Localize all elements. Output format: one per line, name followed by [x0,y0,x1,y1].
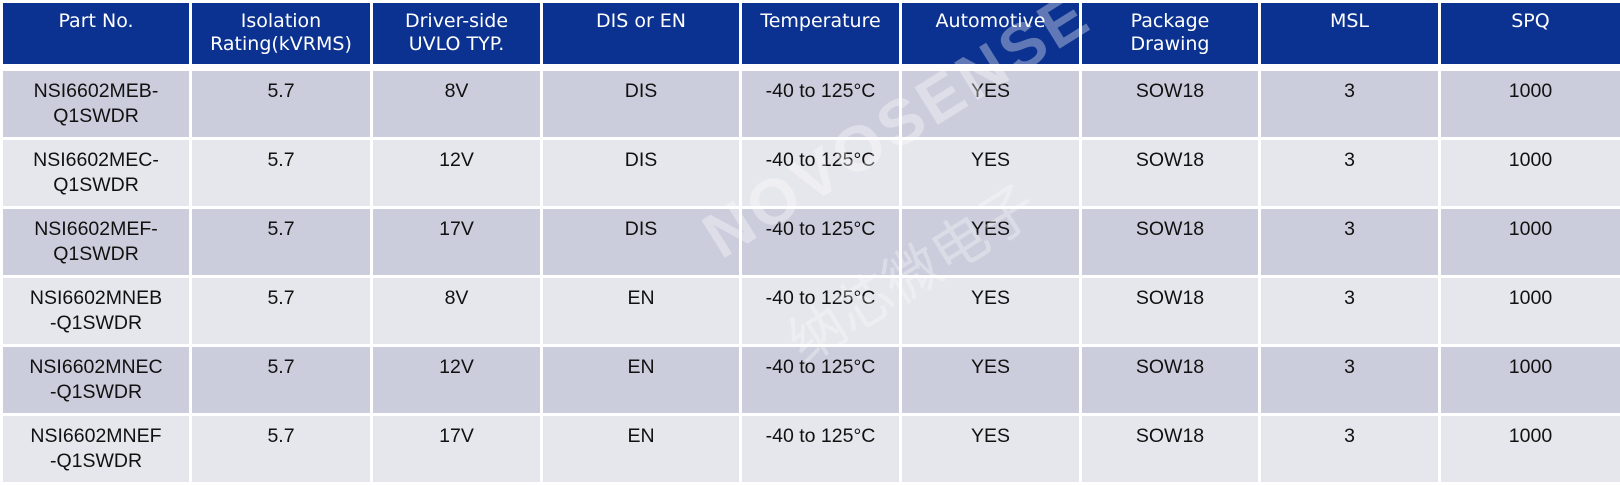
cell-msl: 3 [1258,413,1441,485]
cell-package-drawing: SOW18 [1079,137,1261,209]
header-line: MSL [1329,10,1370,32]
header-line: Temperature [760,10,881,32]
cell-isolation-rating: 5.7 [189,137,373,209]
cell-dis-or-en: EN [540,275,742,347]
cell-line: Q1SWDR [53,243,139,265]
cell-msl: 3 [1258,68,1441,140]
cell-isolation-rating: 5.7 [189,413,373,485]
cell-package-drawing: SOW18 [1079,206,1261,278]
cell-isolation-rating: 5.7 [189,68,373,140]
header-uvlo: Driver-side UVLO TYP. [370,0,543,67]
cell-line: Q1SWDR [53,174,139,196]
cell-uvlo: 8V [370,275,543,347]
cell-spq: 1000 [1438,68,1620,140]
table-row: NSI6602MEC- Q1SWDR 5.7 12V DIS -40 to 125°C YE… [0,137,1620,209]
cell-isolation-rating: 5.7 [189,344,373,416]
cell-automotive: YES [899,137,1082,209]
cell-msl: 3 [1258,344,1441,416]
cell-automotive: YES [899,344,1082,416]
cell-spq: 1000 [1438,275,1620,347]
cell-spq: 1000 [1438,413,1620,485]
header-line: Part No. [58,10,134,32]
cell-spq: 1000 [1438,344,1620,416]
cell-line: -Q1SWDR [49,381,143,403]
header-automotive: Automotive [899,0,1082,67]
cell-part-no: NSI6602MEB- Q1SWDR [0,68,192,140]
header-line: Drawing [1130,33,1210,55]
header-dis-or-en: DIS or EN [540,0,742,67]
cell-uvlo: 8V [370,68,543,140]
cell-msl: 3 [1258,275,1441,347]
cell-line: -Q1SWDR [49,312,143,334]
cell-part-no: NSI6602MEC- Q1SWDR [0,137,192,209]
cell-temperature: -40 to 125°C [739,137,902,209]
cell-dis-or-en: DIS [540,206,742,278]
cell-spq: 1000 [1438,206,1620,278]
cell-temperature: -40 to 125°C [739,206,902,278]
header-spq: SPQ [1438,0,1620,67]
cell-uvlo: 12V [370,137,543,209]
cell-temperature: -40 to 125°C [739,344,902,416]
header-package-drawing: Package Drawing [1079,0,1261,67]
cell-msl: 3 [1258,206,1441,278]
header-part-no: Part No. [0,0,192,67]
table-row: NSI6602MEF- Q1SWDR 5.7 17V DIS -40 to 125°C YE… [0,206,1620,278]
header-line: DIS or EN [595,10,687,32]
cell-line: NSI6602MEF- [34,218,158,240]
cell-automotive: YES [899,68,1082,140]
cell-msl: 3 [1258,137,1441,209]
cell-package-drawing: SOW18 [1079,68,1261,140]
cell-uvlo: 17V [370,413,543,485]
cell-part-no: NSI6602MNEF -Q1SWDR [0,413,192,485]
cell-isolation-rating: 5.7 [189,275,373,347]
cell-automotive: YES [899,275,1082,347]
cell-package-drawing: SOW18 [1079,275,1261,347]
header-line: SPQ [1511,10,1550,32]
cell-temperature: -40 to 125°C [739,413,902,485]
table-row: NSI6602MNEB -Q1SWDR 5.7 8V EN -40 to 125°C YES… [0,275,1620,347]
header-msl: MSL [1258,0,1441,67]
cell-part-no: NSI6602MEF- Q1SWDR [0,206,192,278]
cell-part-no: NSI6602MNEB -Q1SWDR [0,275,192,347]
table-row: NSI6602MNEC -Q1SWDR 5.7 12V EN -40 to 125°C YE… [0,344,1620,416]
header-line: Automotive [935,10,1046,32]
cell-uvlo: 12V [370,344,543,416]
cell-spq: 1000 [1438,137,1620,209]
cell-part-no: NSI6602MNEC -Q1SWDR [0,344,192,416]
cell-line: -Q1SWDR [49,450,143,472]
cell-line: Q1SWDR [53,105,139,127]
cell-line: NSI6602MNEF [30,425,162,447]
cell-dis-or-en: EN [540,413,742,485]
cell-automotive: YES [899,206,1082,278]
cell-line: NSI6602MEB- [33,80,159,102]
header-temperature: Temperature [739,0,902,67]
cell-package-drawing: SOW18 [1079,413,1261,485]
header-line: Isolation [240,10,322,32]
header-line: UVLO TYP. [408,33,505,55]
cell-dis-or-en: DIS [540,68,742,140]
header-line: Rating(kVRMS) [210,33,352,55]
cell-dis-or-en: DIS [540,137,742,209]
cell-dis-or-en: EN [540,344,742,416]
table-row: NSI6602MNEF -Q1SWDR 5.7 17V EN -40 to 125°C YE… [0,413,1620,485]
cell-line: NSI6602MNEB [29,287,163,309]
header-isolation-rating: Isolation Rating(kVRMS) [189,0,373,67]
cell-uvlo: 17V [370,206,543,278]
cell-line: NSI6602MNEC [29,356,163,378]
cell-automotive: YES [899,413,1082,485]
table-row: NSI6602MEB- Q1SWDR 5.7 8V DIS -40 to 125°C YES… [0,68,1620,140]
cell-line: NSI6602MEC- [33,149,159,171]
cell-temperature: -40 to 125°C [739,275,902,347]
header-line: Package [1130,10,1210,32]
cell-isolation-rating: 5.7 [189,206,373,278]
header-line: Driver-side [404,10,509,32]
header-row: Part No. Isolation Rating(kVRMS) Driver-sid… [0,0,1620,67]
cell-temperature: -40 to 125°C [739,68,902,140]
cell-package-drawing: SOW18 [1079,344,1261,416]
